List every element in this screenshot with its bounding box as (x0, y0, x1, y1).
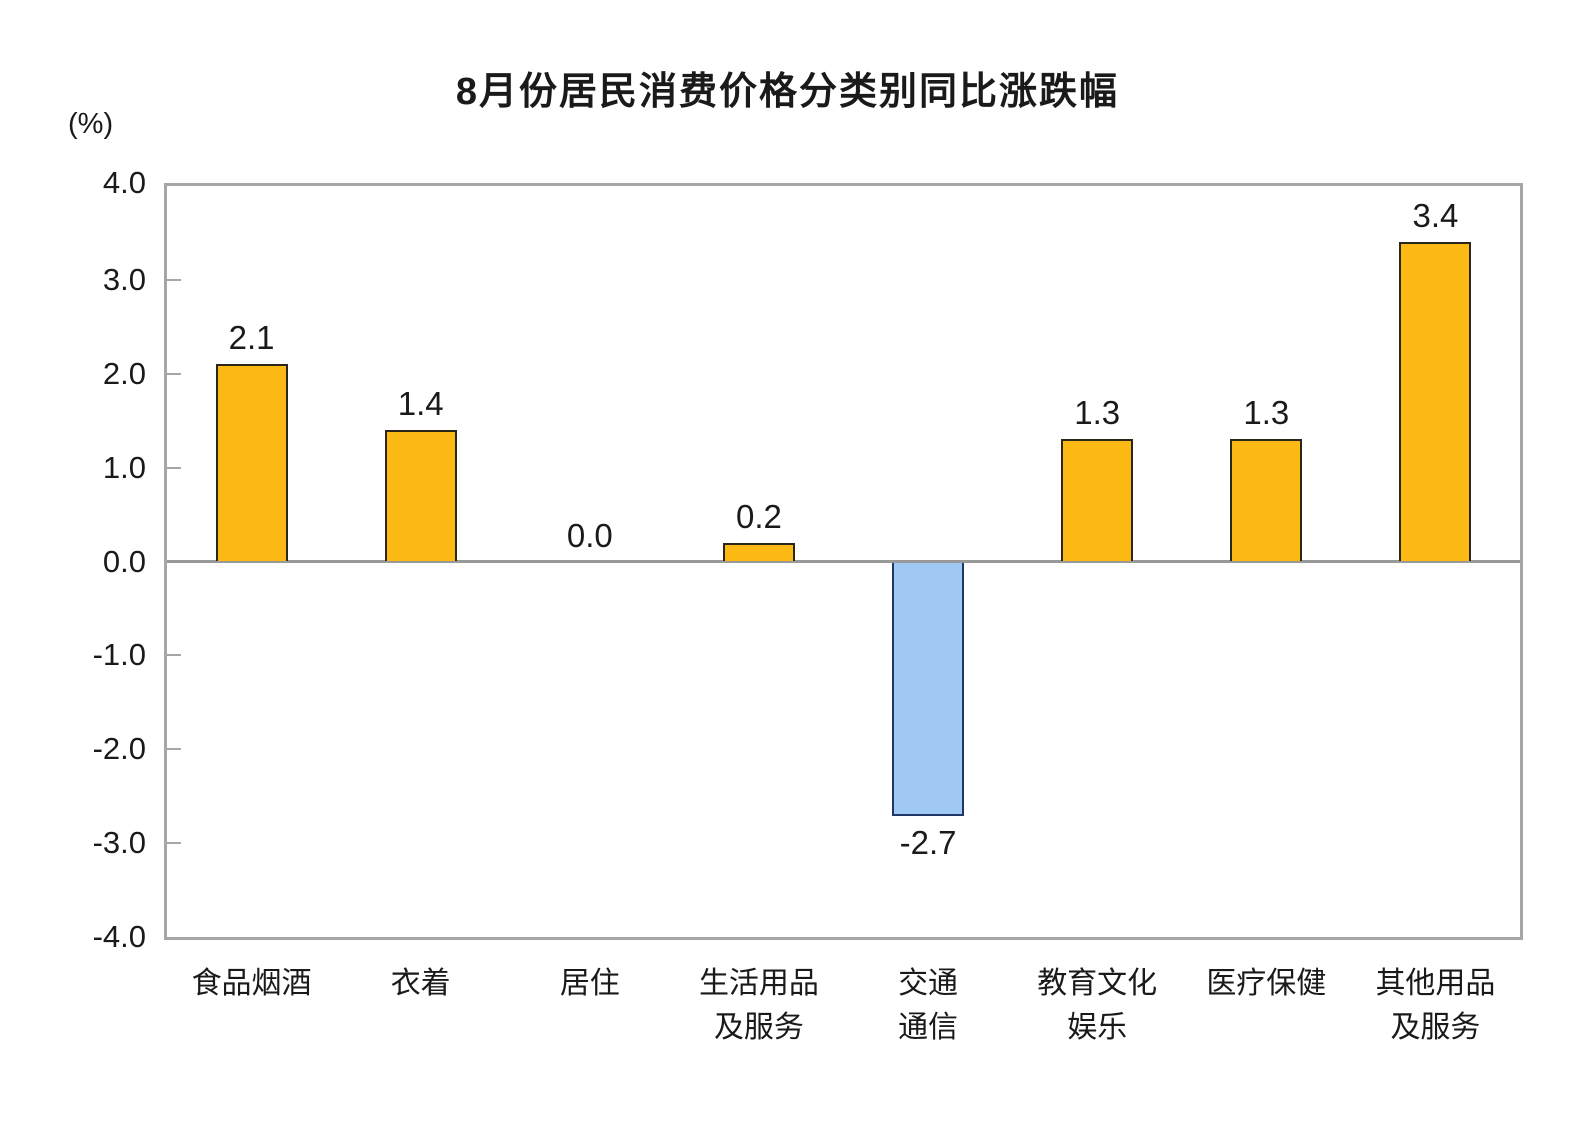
y-tick-label: 3.0 (102, 261, 146, 297)
y-tick-mark (167, 654, 181, 657)
bar-7 (1399, 242, 1472, 562)
zero-axis-line (167, 560, 1520, 563)
bar-1 (384, 430, 457, 562)
y-tick-label: -2.0 (92, 731, 146, 767)
bar-5 (1061, 439, 1134, 562)
category-label: 居住 (559, 967, 620, 1000)
value-label: -2.7 (899, 823, 957, 861)
y-tick-label: 4.0 (102, 165, 146, 200)
y-tick-mark (167, 842, 181, 845)
y-tick-label: 0.0 (102, 543, 146, 579)
plot-inner (167, 186, 1520, 937)
y-tick-mark (167, 466, 181, 469)
value-label: 3.4 (1412, 197, 1459, 235)
bar-3 (722, 542, 795, 562)
value-label: 0.2 (736, 497, 782, 535)
y-tick-label: -1.0 (92, 637, 146, 673)
bar-0 (215, 364, 288, 562)
y-tick-mark (167, 372, 181, 375)
value-label: 1.4 (397, 385, 444, 423)
y-tick-label: 1.0 (102, 449, 146, 485)
category-label: 其他用品 及服务 (1375, 967, 1496, 1044)
category-label: 食品烟酒 (191, 967, 312, 1000)
chart-title: 8月份居民消费价格分类别同比涨跌幅 (455, 71, 1120, 113)
category-label: 衣着 (390, 967, 451, 1000)
value-label: 1.3 (1074, 394, 1121, 432)
bar-4 (892, 563, 965, 817)
category-label: 生活用品 及服务 (698, 967, 819, 1044)
y-tick-label: -4.0 (92, 919, 146, 954)
category-label: 交通 通信 (898, 967, 959, 1044)
category-label: 教育文化 娱乐 (1037, 967, 1158, 1044)
y-tick-mark (167, 278, 181, 281)
y-tick-label: 2.0 (102, 355, 146, 391)
value-label: 0.0 (566, 516, 613, 554)
category-label: 医疗保健 (1206, 967, 1327, 1000)
y-tick-label: -3.0 (92, 825, 146, 861)
bar-6 (1230, 439, 1303, 562)
y-tick-mark (167, 748, 181, 751)
value-label: 2.1 (228, 319, 275, 357)
value-label: 1.3 (1243, 394, 1290, 432)
plot-area (164, 183, 1523, 940)
y-axis-unit-label: (%) (68, 108, 114, 140)
